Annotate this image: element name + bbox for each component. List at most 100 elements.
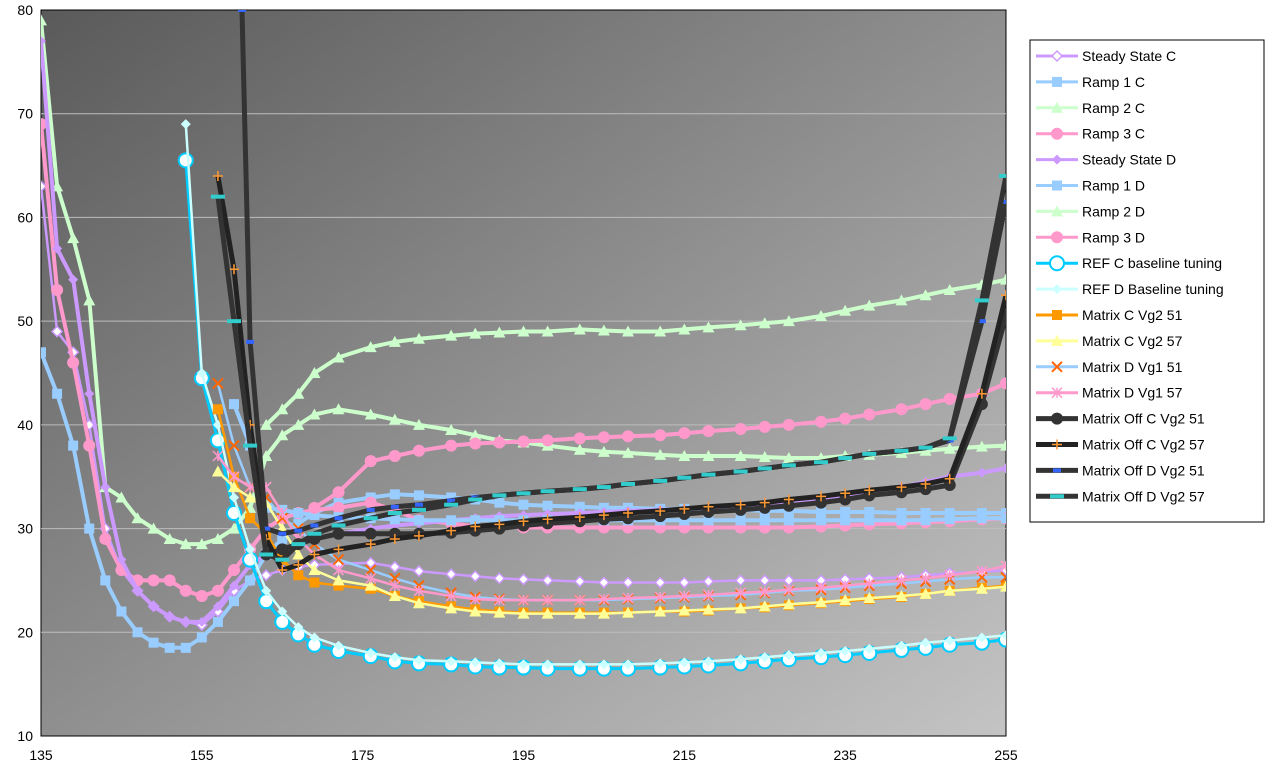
data-point [597,431,610,444]
data-point [364,527,377,540]
data-point [815,415,828,428]
data-point [815,496,828,509]
data-point [759,497,770,508]
data-point [1052,284,1062,295]
data-point [1051,412,1063,425]
series-line [264,277,1006,427]
data-point [702,321,715,333]
data-point [621,481,636,486]
data-point [757,466,772,471]
data-point [412,418,425,430]
data-point [469,593,481,605]
legend-label: Matrix Off C Vg2 57 [1082,437,1205,453]
data-point [864,643,875,654]
data-point [944,569,956,581]
data-point [702,449,715,461]
data-point [364,579,377,591]
data-point [919,444,932,456]
data-point [815,309,828,321]
data-point [332,501,345,514]
legend-label: Ramp 1 C [1082,74,1145,90]
data-point [212,170,223,181]
data-point [735,499,746,510]
data-point [654,591,666,603]
data-point [412,444,425,457]
series-ref-d-baseline-tuning [180,119,1006,670]
data-point [333,640,344,651]
data-point [228,481,240,493]
data-point [517,325,530,337]
data-point [622,606,635,618]
data-point [310,523,319,528]
data-point [179,584,192,597]
data-point [100,482,111,493]
data-point [598,593,610,605]
data-point [179,538,192,550]
data-point [180,642,191,653]
data-point [1052,439,1062,450]
data-point [1052,154,1062,165]
data-point [229,492,239,503]
data-point [84,388,95,399]
data-point [596,485,611,490]
data-point [623,659,634,670]
data-point [864,485,875,496]
data-point [574,512,585,523]
data-point [597,576,610,589]
data-point [896,508,907,519]
data-point [260,569,273,582]
data-point [413,490,424,501]
data-point [1000,377,1006,390]
data-point [445,568,458,581]
data-point [293,622,304,633]
data-point [445,602,458,614]
legend-label: Ramp 2 C [1082,100,1145,116]
y-tick-label: 40 [17,417,33,433]
data-point [413,530,424,541]
y-tick-label: 30 [17,521,33,537]
data-point [782,598,795,610]
data-point [783,494,794,505]
data-point [68,440,79,451]
data-point [212,616,223,627]
data-point [333,580,344,591]
data-point [517,435,530,448]
data-point [542,514,553,525]
data-point [919,289,932,301]
legend-entry: REF D Baseline tuning [1036,281,1224,297]
data-point [261,585,272,596]
data-point [1050,494,1064,499]
data-point [703,656,714,667]
data-point [276,543,289,556]
data-point [782,418,795,431]
data-point [783,650,794,661]
data-point [51,284,64,297]
series-group [41,10,1006,677]
data-point [365,648,376,659]
data-point [228,564,240,577]
data-point [294,528,303,533]
data-point [734,449,747,461]
data-point [365,564,377,576]
series-ramp-3-d [308,377,1006,514]
data-point [229,580,239,591]
data-point [734,319,747,331]
legend-entry: Ramp 3 D [1036,229,1145,245]
legend-label: Matrix C Vg2 57 [1082,333,1183,349]
data-point [814,460,829,465]
data-point [445,590,457,602]
data-point [574,594,586,606]
data-point [446,515,457,526]
y-tick-label: 10 [17,728,33,744]
data-point [701,472,716,477]
data-point [517,594,530,606]
data-point [389,514,400,525]
data-point [839,493,852,506]
data-point [678,449,691,461]
data-point [276,512,288,524]
data-point [977,319,986,324]
legend-entry: Steady State C [1036,48,1176,64]
data-point [540,489,555,494]
data-point [83,439,96,452]
data-point [758,451,771,463]
